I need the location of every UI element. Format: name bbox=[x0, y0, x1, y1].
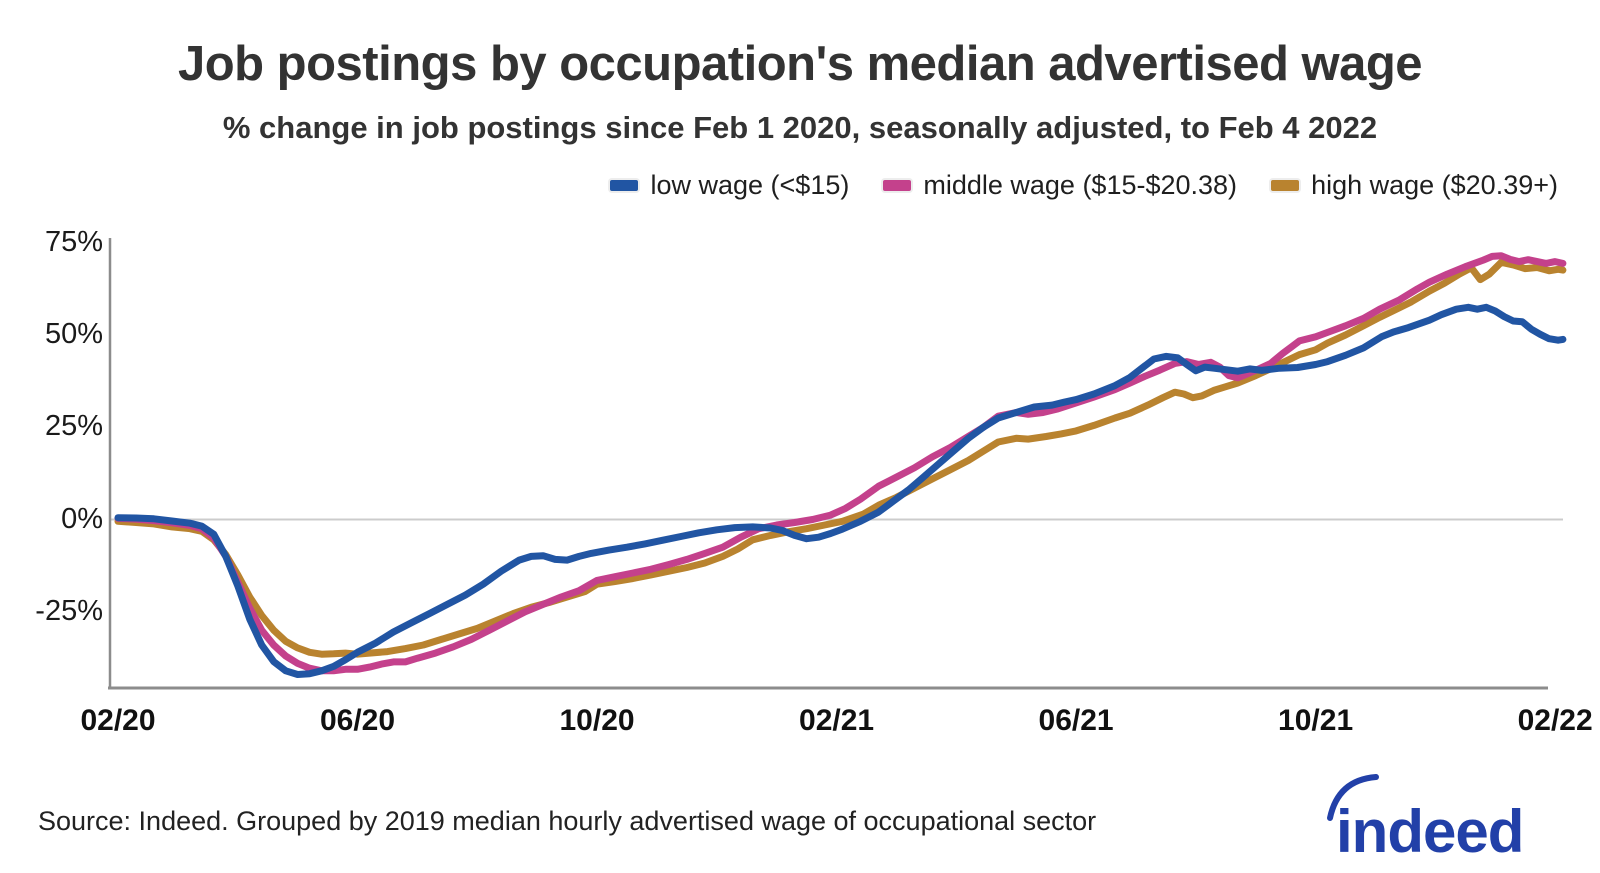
legend-label-middle-wage: middle wage ($15-$20.38) bbox=[923, 170, 1238, 200]
legend-item-middle-wage: middle wage ($15-$20.38) bbox=[883, 170, 1237, 201]
x-tick-label: 06/20 bbox=[319, 704, 396, 737]
y-tick-label: 50% bbox=[44, 317, 103, 350]
y-tick-label: 0% bbox=[61, 502, 103, 535]
y-tick-label: -25% bbox=[35, 594, 103, 627]
legend-label-low-wage: low wage (<$15) bbox=[650, 170, 850, 200]
chart-title: Job postings by occupation's median adve… bbox=[177, 37, 1423, 91]
y-tick-label: 75% bbox=[44, 225, 103, 258]
series-line-middle-wage bbox=[114, 252, 1567, 675]
legend-swatch-middle-wage-icon bbox=[883, 180, 912, 191]
legend-item-high-wage: high wage ($20.39+) bbox=[1271, 170, 1558, 201]
chart-legend: low wage (<$15) middle wage ($15-$20.38)… bbox=[610, 170, 1558, 201]
legend-label-high-wage: high wage ($20.39+) bbox=[1311, 170, 1558, 200]
indeed-logo-text: indeed bbox=[1336, 798, 1523, 864]
series-line-high-wage bbox=[114, 258, 1567, 658]
legend-item-low-wage: low wage (<$15) bbox=[610, 170, 849, 201]
indeed-logo: indeed bbox=[1327, 774, 1524, 864]
indeed-logo-swoosh-icon bbox=[1327, 774, 1379, 821]
x-tick-label: 02/21 bbox=[799, 704, 875, 737]
x-tick-label: 06/21 bbox=[1038, 704, 1114, 737]
x-tick-label: 10/21 bbox=[1278, 704, 1354, 737]
x-tick-label: 02/20 bbox=[80, 704, 156, 737]
chart-subtitle: % change in job postings since Feb 1 202… bbox=[222, 110, 1378, 145]
source-note: Source: Indeed. Grouped by 2019 median h… bbox=[38, 806, 1097, 836]
series-line-low-wage bbox=[114, 303, 1567, 678]
x-tick-label: 02/22 bbox=[1517, 704, 1593, 737]
legend-swatch-low-wage-icon bbox=[610, 180, 639, 191]
y-tick-label: 25% bbox=[44, 410, 103, 443]
legend-swatch-high-wage-icon bbox=[1271, 180, 1300, 191]
x-tick-label: 10/20 bbox=[559, 704, 635, 737]
